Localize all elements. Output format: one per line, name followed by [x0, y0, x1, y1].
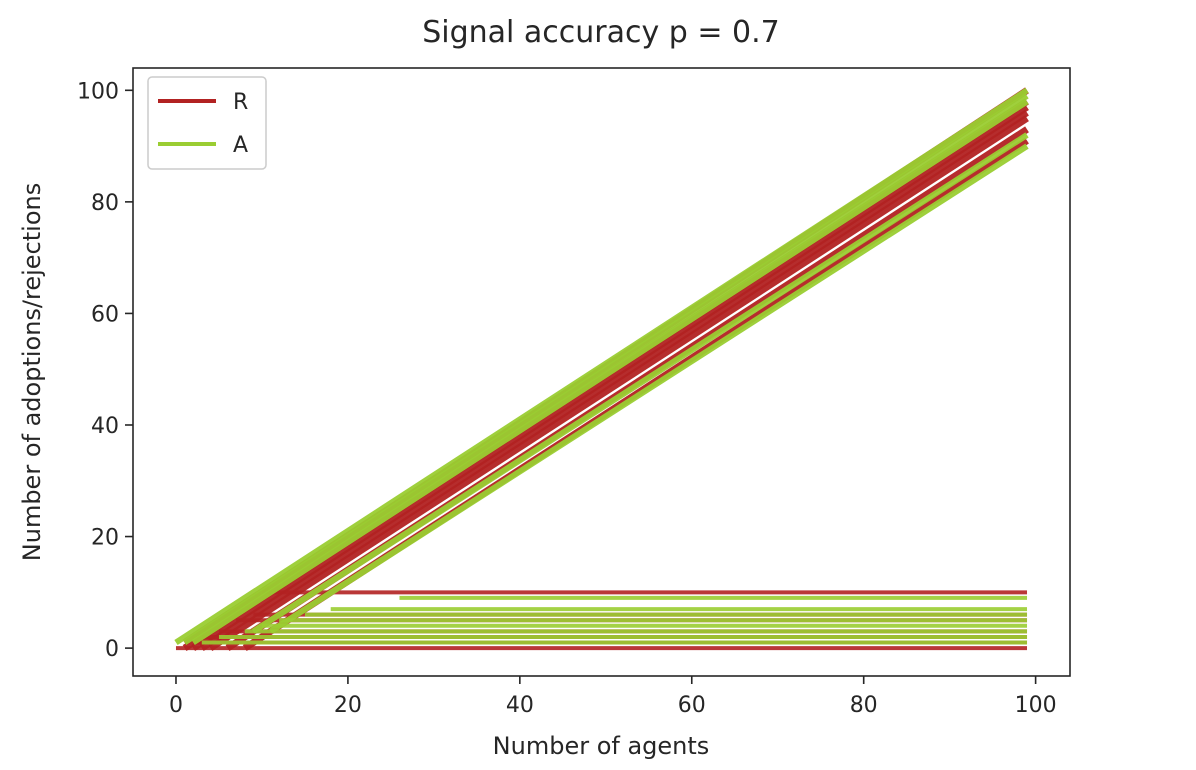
- y-tick-label-60: 60: [91, 302, 119, 327]
- chart-title: Signal accuracy p = 0.7: [422, 15, 780, 50]
- series-a-cascade-line-1: [182, 93, 1029, 646]
- y-tick-label-0: 0: [105, 637, 119, 662]
- x-axis: 0 20 40 60 80 100: [169, 676, 1057, 718]
- x-tick-label-40: 40: [506, 693, 534, 718]
- legend: R A: [147, 76, 267, 170]
- x-tick-label-60: 60: [678, 693, 706, 718]
- legend-label-r: R: [233, 90, 248, 115]
- x-tick-label-80: 80: [850, 693, 878, 718]
- series-a-cascade-line-0: [174, 87, 1029, 646]
- legend-box: [147, 76, 267, 170]
- x-tick-label-20: 20: [334, 693, 362, 718]
- plot-area: [174, 87, 1029, 652]
- x-axis-label: Number of agents: [493, 732, 710, 760]
- legend-label-a: A: [233, 133, 248, 158]
- y-axis-label: Number of adoptions/rejections: [18, 183, 46, 561]
- series-a-cascade-line-3: [251, 132, 1029, 634]
- series-a-cascade-line-2: [191, 98, 1029, 646]
- series-a-cascade-line-4: [268, 143, 1029, 634]
- y-tick-label-20: 20: [91, 526, 119, 551]
- series-r-cascade-line-4: [208, 115, 1029, 652]
- y-tick-label-40: 40: [91, 414, 119, 439]
- series-r-cascade-line-2: [191, 104, 1029, 652]
- y-tick-label-80: 80: [91, 191, 119, 216]
- y-tick-label-100: 100: [77, 79, 119, 104]
- x-tick-label-100: 100: [1015, 693, 1057, 718]
- y-axis: 0 20 40 60 80 100: [77, 79, 133, 662]
- plot-frame: [132, 67, 1071, 677]
- series-r-cascade-line-3: [199, 109, 1029, 652]
- x-tick-label-0: 0: [169, 693, 183, 718]
